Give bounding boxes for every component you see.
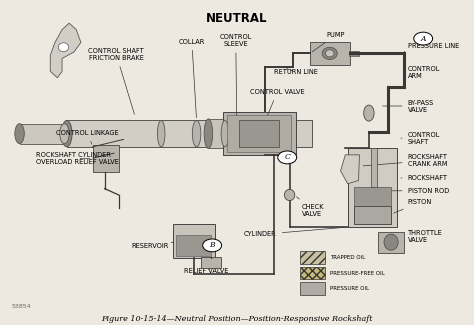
Text: PISTON: PISTON <box>393 199 432 213</box>
FancyBboxPatch shape <box>378 232 404 253</box>
Ellipse shape <box>384 234 398 250</box>
FancyBboxPatch shape <box>347 149 397 227</box>
FancyBboxPatch shape <box>93 145 118 173</box>
Ellipse shape <box>15 124 24 144</box>
Ellipse shape <box>62 121 72 147</box>
Text: ROCKSHAFT CYLINDER
OVERLOAD RELIEF VALVE: ROCKSHAFT CYLINDER OVERLOAD RELIEF VALVE <box>36 152 119 165</box>
FancyBboxPatch shape <box>223 112 296 155</box>
Text: 53854: 53854 <box>11 304 31 309</box>
Text: ROCKSHAFT: ROCKSHAFT <box>401 175 447 181</box>
FancyBboxPatch shape <box>67 121 312 147</box>
Ellipse shape <box>157 121 165 147</box>
Text: CONTROL SHAFT
FRICTION BRAKE: CONTROL SHAFT FRICTION BRAKE <box>89 48 144 114</box>
Ellipse shape <box>364 105 374 121</box>
FancyBboxPatch shape <box>227 115 291 152</box>
Text: C: C <box>284 153 290 162</box>
Text: CONTROL
SLEEVE: CONTROL SLEEVE <box>219 34 252 118</box>
Text: THROTTLE
VALVE: THROTTLE VALVE <box>404 230 442 243</box>
FancyBboxPatch shape <box>349 51 358 56</box>
Text: CHECK
VALVE: CHECK VALVE <box>296 197 324 216</box>
FancyBboxPatch shape <box>301 267 325 279</box>
Ellipse shape <box>251 121 260 147</box>
Ellipse shape <box>284 189 295 201</box>
Circle shape <box>414 32 433 45</box>
Polygon shape <box>341 155 359 184</box>
Ellipse shape <box>221 121 228 147</box>
FancyBboxPatch shape <box>354 206 391 224</box>
Text: CONTROL
ARM: CONTROL ARM <box>404 66 440 79</box>
Text: PRESSURE OIL: PRESSURE OIL <box>330 286 369 291</box>
FancyBboxPatch shape <box>201 257 221 268</box>
FancyBboxPatch shape <box>176 235 211 256</box>
Text: RETURN LINE: RETURN LINE <box>273 69 318 75</box>
Text: CYLINDER: CYLINDER <box>244 227 345 238</box>
FancyBboxPatch shape <box>310 42 350 65</box>
Ellipse shape <box>192 121 201 147</box>
Circle shape <box>203 239 222 252</box>
FancyBboxPatch shape <box>371 149 377 187</box>
Text: PRESSURE-FREE OIL: PRESSURE-FREE OIL <box>330 270 384 276</box>
Text: NEUTRAL: NEUTRAL <box>206 12 267 25</box>
Text: CONTROL
SHAFT: CONTROL SHAFT <box>401 132 440 145</box>
FancyBboxPatch shape <box>209 119 265 149</box>
FancyBboxPatch shape <box>301 282 325 294</box>
Ellipse shape <box>261 119 269 149</box>
FancyBboxPatch shape <box>239 121 279 147</box>
Ellipse shape <box>322 47 337 59</box>
Ellipse shape <box>326 50 334 57</box>
Text: CONTROL LINKAGE: CONTROL LINKAGE <box>56 130 119 144</box>
Ellipse shape <box>60 124 69 144</box>
Text: COLLAR: COLLAR <box>179 39 205 118</box>
Text: RESERVOIR: RESERVOIR <box>131 242 173 249</box>
Text: CONTROL VALVE: CONTROL VALVE <box>250 89 305 130</box>
Text: PISTON ROD: PISTON ROD <box>380 188 449 194</box>
Text: B: B <box>210 241 215 249</box>
Text: TRAPPED OIL: TRAPPED OIL <box>330 255 365 260</box>
Text: ROCKSHAFT
CRANK ARM: ROCKSHAFT CRANK ARM <box>363 154 447 167</box>
FancyBboxPatch shape <box>19 124 67 144</box>
Circle shape <box>278 151 297 164</box>
FancyBboxPatch shape <box>301 252 325 264</box>
Text: PUMP: PUMP <box>312 32 345 52</box>
FancyBboxPatch shape <box>354 187 391 224</box>
Text: PRESSURE LINE: PRESSURE LINE <box>404 43 459 51</box>
FancyBboxPatch shape <box>173 224 215 258</box>
Ellipse shape <box>204 119 213 149</box>
Text: BY-PASS
VALVE: BY-PASS VALVE <box>383 99 434 112</box>
Ellipse shape <box>58 43 69 52</box>
Polygon shape <box>50 23 81 78</box>
Text: A: A <box>420 34 426 43</box>
Text: Figure 10-15-14—Neutral Position—Position-Responsive Rockshaft: Figure 10-15-14—Neutral Position—Positio… <box>101 315 373 323</box>
Text: RELIEF VALVE: RELIEF VALVE <box>184 268 228 274</box>
